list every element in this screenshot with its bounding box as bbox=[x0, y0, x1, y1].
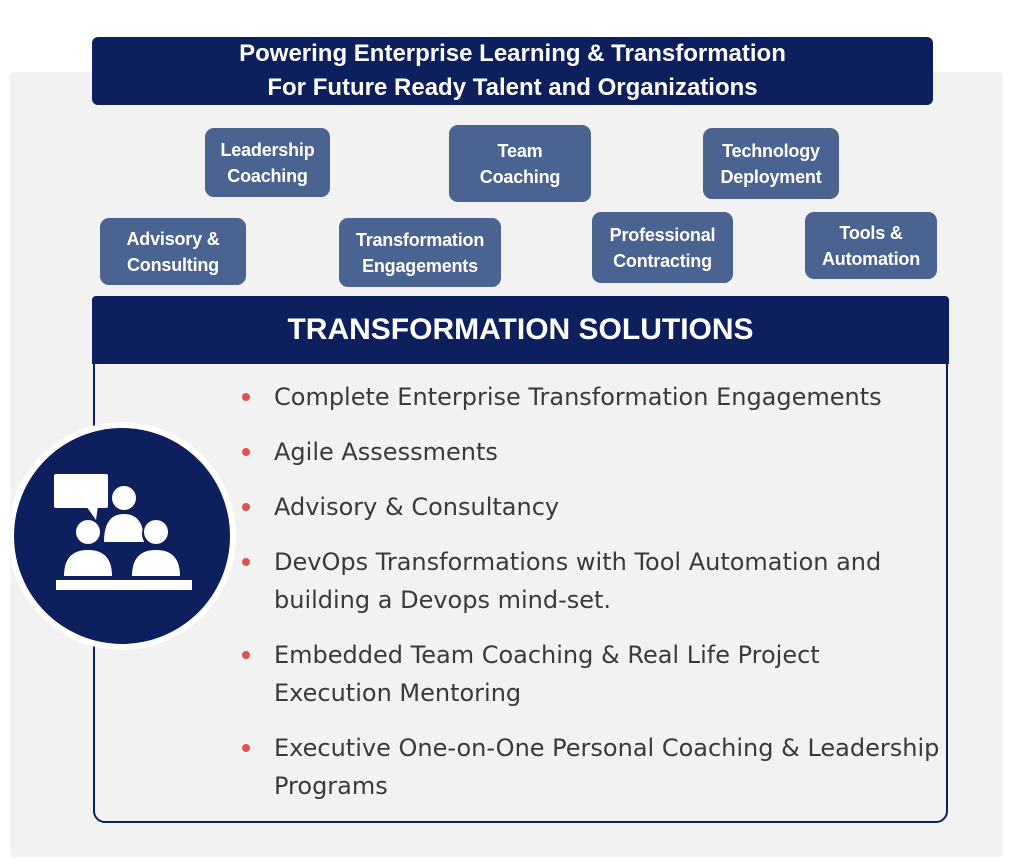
solutions-item-text: Agile Assessments bbox=[274, 438, 498, 466]
pill-line-2: Contracting bbox=[613, 250, 712, 271]
solutions-box bbox=[93, 296, 948, 823]
solutions-list-item: Complete Enterprise Transformation Engag… bbox=[240, 378, 940, 416]
bullet-dot bbox=[242, 503, 250, 511]
pill-technology-deployment: Technology Deployment bbox=[703, 128, 839, 199]
pill-line-1: Transformation bbox=[355, 229, 485, 250]
pill-advisory-consulting: Advisory & Consulting bbox=[100, 218, 246, 285]
header-banner: Powering Enterprise Learning & Transform… bbox=[92, 37, 933, 105]
solutions-item-text: Executive One-on-One Personal Coaching &… bbox=[274, 734, 940, 800]
pill-line-2: Coaching bbox=[227, 165, 308, 186]
solutions-item-text: DevOps Transformations with Tool Automat… bbox=[274, 548, 882, 614]
solutions-title: TRANSFORMATION SOLUTIONS bbox=[92, 296, 949, 364]
pill-team-coaching: Team Coaching bbox=[449, 125, 591, 202]
bullet-dot bbox=[242, 393, 250, 401]
solutions-list-item: DevOps Transformations with Tool Automat… bbox=[240, 543, 940, 619]
bullet-dot bbox=[242, 448, 250, 456]
bullet-dot bbox=[242, 558, 250, 566]
pill-line-1: Team bbox=[497, 140, 543, 161]
pill-leadership-coaching: Leadership Coaching bbox=[205, 128, 330, 197]
pill-line-1: Leadership bbox=[220, 139, 315, 160]
solutions-list-item: Advisory & Consultancy bbox=[240, 488, 940, 526]
solutions-list-item: Agile Assessments bbox=[240, 433, 940, 471]
bullet-dot bbox=[242, 744, 250, 752]
solutions-item-text: Embedded Team Coaching & Real Life Proje… bbox=[274, 641, 820, 707]
pill-line-2: Engagements bbox=[362, 255, 478, 276]
pill-line-2: Automation bbox=[822, 248, 920, 269]
pill-professional-contracting: Professional Contracting bbox=[592, 212, 733, 283]
pill-transformation-engagements: Transformation Engagements bbox=[339, 218, 501, 287]
header-line-1: Powering Enterprise Learning & Transform… bbox=[239, 40, 786, 67]
bullet-dot bbox=[242, 651, 250, 659]
solutions-item-text: Advisory & Consultancy bbox=[274, 493, 560, 521]
pill-line-2: Consulting bbox=[127, 254, 219, 275]
solutions-list-item: Executive One-on-One Personal Coaching &… bbox=[240, 729, 940, 805]
solutions-list-item: Embedded Team Coaching & Real Life Proje… bbox=[240, 636, 940, 712]
pill-line-2: Deployment bbox=[720, 166, 822, 187]
pill-tools-automation: Tools & Automation bbox=[805, 212, 937, 279]
pill-line-1: Professional bbox=[609, 224, 716, 245]
solutions-list: Complete Enterprise Transformation Engag… bbox=[240, 378, 940, 822]
solutions-item-text: Complete Enterprise Transformation Engag… bbox=[274, 383, 882, 411]
header-line-2: For Future Ready Talent and Organization… bbox=[267, 74, 758, 101]
pill-line-1: Technology bbox=[722, 140, 820, 161]
meeting-people-icon bbox=[54, 474, 192, 590]
pill-line-2: Coaching bbox=[479, 166, 561, 187]
pill-line-1: Advisory & bbox=[126, 228, 220, 249]
pill-line-1: Tools & bbox=[839, 222, 903, 243]
